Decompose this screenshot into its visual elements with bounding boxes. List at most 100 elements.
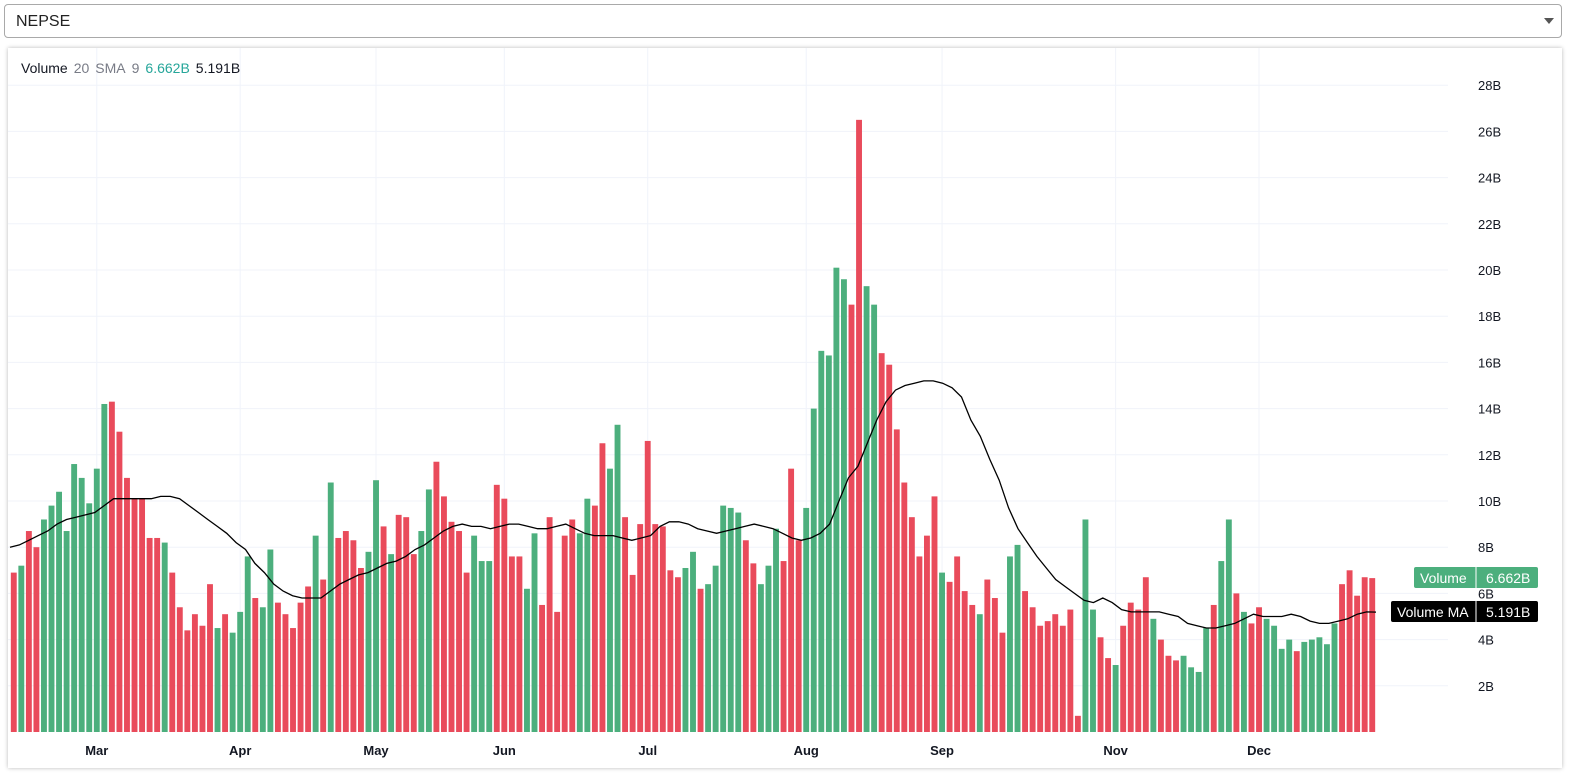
volume-bar xyxy=(667,570,674,732)
volume-bars xyxy=(10,119,1376,733)
volume-bar xyxy=(1225,519,1232,732)
volume-bar xyxy=(290,628,296,732)
volume-bar xyxy=(237,611,244,732)
volume-bar xyxy=(1188,667,1195,732)
volume-bar xyxy=(1022,591,1029,732)
volume-bar xyxy=(1316,637,1323,732)
volume-bar xyxy=(207,584,213,732)
volume-bar xyxy=(939,572,945,732)
x-tick-label: Sep xyxy=(930,743,954,758)
volume-bar xyxy=(1361,577,1368,732)
volume-bar xyxy=(425,489,432,732)
volume-bar xyxy=(10,572,17,732)
volume-bar xyxy=(297,602,304,732)
volume-bar xyxy=(320,579,327,732)
volume-bar xyxy=(441,496,447,732)
volume-bar xyxy=(222,614,229,732)
volume-bar xyxy=(48,505,55,732)
volume-bar xyxy=(524,588,530,732)
volume-bar xyxy=(493,484,500,732)
volume-bar xyxy=(584,498,591,732)
volume-bar xyxy=(161,542,168,732)
legend-ma-value: 5.191B xyxy=(195,60,241,76)
volume-bar xyxy=(690,551,696,732)
volume-bar xyxy=(1105,658,1112,732)
volume-bar xyxy=(448,521,455,732)
y-tick-label: 22B xyxy=(1478,217,1501,232)
volume-bar xyxy=(1165,655,1172,732)
time-axis[interactable]: Mar Apr May Jun Jul Aug Sep Nov Dec xyxy=(85,743,1271,758)
volume-bar xyxy=(305,586,312,732)
symbol-select[interactable]: NEPSE xyxy=(4,4,1562,38)
x-tick-label: Jun xyxy=(493,743,516,758)
volume-bar xyxy=(63,531,70,732)
volume-bar xyxy=(591,505,598,732)
volume-bar xyxy=(433,461,440,732)
volume-bar xyxy=(131,498,138,732)
volume-bar xyxy=(1286,639,1293,732)
volume-bar xyxy=(916,556,923,732)
volume-bar xyxy=(365,551,372,732)
volume-bar xyxy=(335,537,342,732)
volume-bar xyxy=(742,540,749,732)
volume-bar xyxy=(1369,578,1376,732)
volume-bar xyxy=(508,556,515,732)
volume-bar xyxy=(878,353,885,732)
volume-bar xyxy=(652,524,659,732)
volume-bar xyxy=(893,429,900,732)
x-tick-label: Mar xyxy=(85,743,108,758)
volume-bar xyxy=(735,512,742,732)
volume-bar xyxy=(984,579,991,732)
volume-bar xyxy=(244,556,251,732)
volume-bar xyxy=(395,514,402,732)
volume-bar xyxy=(25,531,32,732)
legend-volume-value: 6.662B xyxy=(145,60,190,76)
volume-bar xyxy=(1263,618,1270,732)
volume-bar xyxy=(622,517,629,732)
volume-bar xyxy=(531,533,538,732)
volume-bar xyxy=(1014,544,1021,732)
y-tick-label: 28B xyxy=(1478,78,1501,93)
volume-bar xyxy=(471,535,478,732)
volume-bar xyxy=(931,496,938,732)
volume-chart[interactable]: 2B 4B 6B 8B 10B 12B 14B 16B 18B 20B 22B 24B 26B 28B M… xyxy=(8,48,1562,768)
volume-bar xyxy=(674,577,681,732)
volume-bar xyxy=(924,535,930,732)
volume-bar xyxy=(795,540,802,732)
volume-bar xyxy=(56,491,62,732)
volume-bar xyxy=(418,531,425,732)
price-axis[interactable]: 2B 4B 6B 8B 10B 12B 14B 16B 18B 20B 22B 24B 26B 28B xyxy=(1478,78,1501,694)
volume-bar xyxy=(456,531,462,732)
symbol-select-value: NEPSE xyxy=(16,13,71,30)
y-tick-label: 2B xyxy=(1478,679,1494,694)
volume-bar xyxy=(599,443,606,732)
volume-bar xyxy=(1090,609,1096,732)
volume-bar xyxy=(1142,577,1149,732)
chart-canvas[interactable]: 2B 4B 6B 8B 10B 12B 14B 16B 18B 20B 22B 24B 26B 28B M… xyxy=(8,48,1562,768)
volume-bar xyxy=(1127,602,1134,732)
volume-bar xyxy=(78,477,85,732)
volume-bar xyxy=(1293,651,1300,732)
volume-bar xyxy=(18,565,25,732)
volume-bar xyxy=(908,517,915,732)
volume-bar xyxy=(788,468,795,732)
volume-bar xyxy=(403,517,410,732)
volume-bar xyxy=(327,482,334,732)
volume-bar xyxy=(486,561,493,732)
volume-badge-label: Volume xyxy=(1420,570,1467,586)
volume-bar xyxy=(116,431,123,732)
volume-bar xyxy=(554,611,561,732)
volume-bar xyxy=(1195,671,1202,732)
volume-bar xyxy=(124,477,130,732)
volume-bar xyxy=(146,537,153,732)
chevron-down-icon[interactable] xyxy=(1544,18,1554,24)
volume-bar xyxy=(705,584,712,732)
volume-bar xyxy=(1324,644,1330,732)
y-tick-label: 10B xyxy=(1478,494,1501,509)
volume-bar xyxy=(682,567,689,732)
volume-bar xyxy=(259,607,266,732)
y-tick-label: 8B xyxy=(1478,540,1494,555)
volume-bar xyxy=(312,535,319,732)
volume-bar xyxy=(1037,625,1044,732)
volume-bar xyxy=(350,540,357,732)
